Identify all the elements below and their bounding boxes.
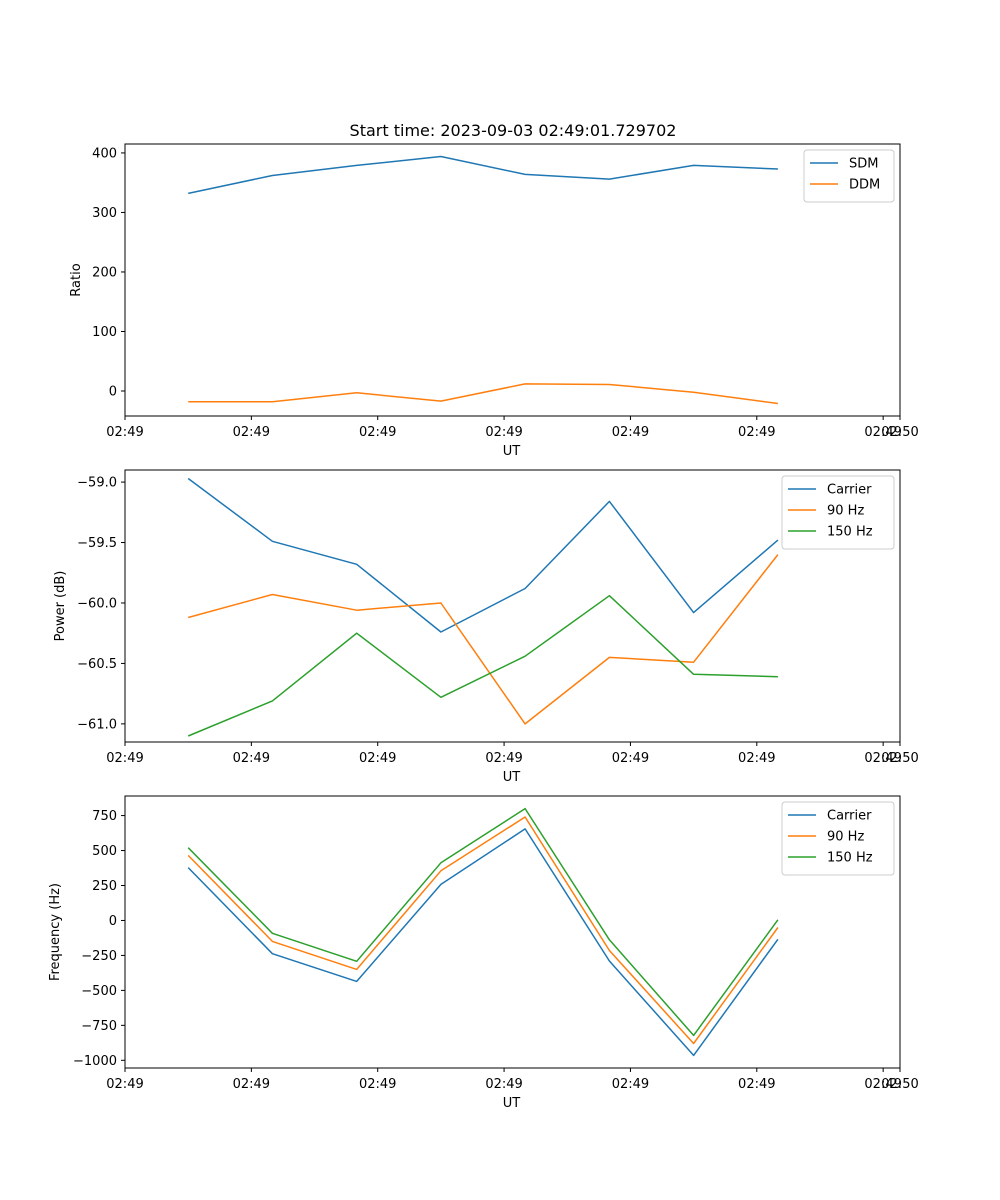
x-tick-label: 02:49: [738, 1077, 775, 1092]
x-tick-label: 02:49: [106, 1077, 143, 1092]
panel-1: 02:49 02:49 02:49 02:49 02:49 02:49 02:4902:50…: [69, 143, 919, 459]
series-line-150-hz: [187, 807, 779, 1037]
legend-label: 150 Hz: [827, 851, 873, 866]
x-axis-label: UT: [503, 444, 521, 459]
y-tick-label: −61.0: [77, 717, 117, 732]
x-tick-label: 02:49: [359, 751, 396, 766]
legend-label: 150 Hz: [827, 525, 873, 540]
series-line-90-hz: [188, 554, 779, 725]
x-tick-label: 02:49: [612, 425, 649, 440]
y-tick-label: 300: [92, 206, 117, 221]
x-tick-label: 02:49: [485, 751, 522, 766]
series-line-carrier: [187, 828, 779, 1057]
x-tick-label: 02:49: [359, 1077, 396, 1092]
y-axis-label: Power (dB): [53, 571, 68, 642]
y-tick-label: −60.0: [77, 596, 117, 611]
panel-3: 02:49 02:49 02:49 02:49 02:49 02:49 02:4902:50…: [48, 795, 919, 1111]
legend-label: Carrier: [827, 483, 872, 498]
series-line-carrier: [187, 477, 779, 633]
axes-frame: [124, 143, 901, 417]
x-tick-label: 02:49: [233, 751, 270, 766]
x-tick-label: 02:49: [485, 1077, 522, 1092]
axes-frame: [124, 795, 901, 1069]
x-tick-label: 02:49: [864, 425, 901, 440]
x-tick-label: 02:49: [233, 1077, 270, 1092]
legend-label: 90 Hz: [827, 830, 864, 845]
y-tick-label: 400: [92, 146, 117, 161]
x-tick-label: 02:50: [881, 425, 918, 440]
y-tick-label: 200: [92, 265, 117, 280]
legend-label: Carrier: [827, 809, 872, 824]
x-tick-label: 02:49: [106, 751, 143, 766]
y-tick-label: −250: [81, 949, 117, 964]
legend-label: SDM: [849, 157, 878, 172]
y-tick-label: −1000: [73, 1054, 117, 1069]
y-tick-label: −59.5: [77, 536, 117, 551]
x-axis-label: UT: [503, 770, 521, 785]
axes-frame: [124, 469, 901, 743]
y-tick-label: 750: [92, 809, 117, 824]
y-tick-label: 500: [92, 844, 117, 859]
y-tick-label: −750: [81, 1019, 117, 1034]
legend: Carrier 90 Hz 150 Hz: [781, 801, 895, 876]
x-tick-label: 02:49: [485, 425, 522, 440]
y-tick-label: −500: [81, 984, 117, 999]
legend: SDM DDM: [803, 149, 895, 203]
y-tick-label: 250: [92, 879, 117, 894]
x-axis-label: UT: [503, 1096, 521, 1111]
series-line-150-hz: [187, 594, 778, 737]
x-tick-label: 02:49: [612, 1077, 649, 1092]
y-axis-label: Frequency (Hz): [48, 883, 63, 981]
series-line-ddm: [188, 383, 778, 405]
y-tick-label: 0: [109, 914, 117, 929]
y-axis-label: Ratio: [69, 263, 84, 296]
x-tick-label: 02:49: [233, 425, 270, 440]
x-tick-label: 02:49: [738, 751, 775, 766]
x-tick-label: 02:49: [612, 751, 649, 766]
y-tick-label: −60.5: [77, 657, 117, 672]
y-tick-label: 0: [109, 385, 117, 400]
x-tick-label: 02:49: [738, 425, 775, 440]
legend-label: 90 Hz: [827, 504, 864, 519]
series-line-sdm: [188, 155, 778, 195]
panel-2: 02:49 02:49 02:49 02:49 02:49 02:49 02:4902:50…: [53, 469, 919, 785]
y-tick-label: 100: [92, 325, 117, 340]
x-tick-label: 02:49: [864, 751, 901, 766]
x-tick-label: 02:50: [881, 751, 918, 766]
chart-title: Start time: 2023-09-03 02:49:01.729702: [350, 121, 677, 140]
x-tick-label: 02:49: [864, 1077, 901, 1092]
legend-label: DDM: [849, 178, 880, 193]
x-tick-label: 02:49: [359, 425, 396, 440]
series-line-90-hz: [187, 816, 779, 1045]
legend: Carrier 90 Hz 150 Hz: [781, 475, 895, 550]
x-tick-label: 02:50: [881, 1077, 918, 1092]
x-tick-label: 02:49: [106, 425, 143, 440]
y-tick-label: −59.0: [77, 476, 117, 491]
